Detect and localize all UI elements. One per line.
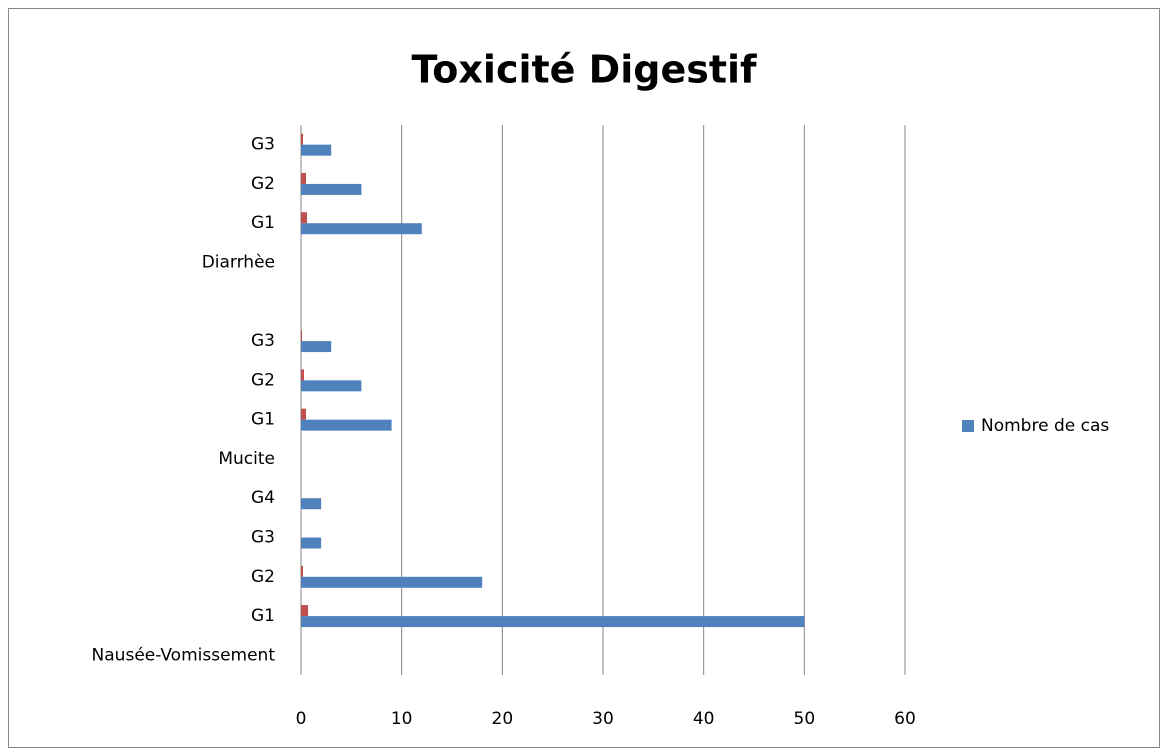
x-tick-label: 10 (391, 709, 413, 729)
chart-border (8, 8, 1160, 748)
bar (301, 419, 392, 431)
legend-swatch (962, 420, 974, 432)
y-tick-label: G3 (251, 135, 275, 155)
bar (301, 223, 422, 235)
y-tick-label: Diarrhèe (202, 253, 275, 273)
x-tick-label: 30 (592, 709, 614, 729)
bar (301, 616, 805, 628)
y-tick-label: Mucite (218, 449, 275, 469)
bar (301, 172, 307, 184)
y-tick-label: Nausée-Vomissement (92, 645, 276, 665)
bar (301, 498, 322, 510)
x-tick-label: 60 (894, 709, 916, 729)
x-tick-label: 20 (492, 709, 514, 729)
bar (301, 341, 332, 353)
y-tick-label: G1 (251, 606, 275, 626)
bar (301, 212, 308, 224)
y-tick-label: G3 (251, 528, 275, 548)
y-tick-label: G2 (251, 567, 275, 587)
chart-title: Toxicité Digestif (411, 48, 757, 92)
legend-label: Nombre de cas (981, 416, 1109, 436)
y-tick-label: G1 (251, 213, 275, 233)
bar (301, 576, 483, 588)
y-tick-label: G4 (251, 488, 275, 508)
y-tick-label: G2 (251, 370, 275, 390)
bar (301, 144, 332, 156)
bar (301, 408, 307, 420)
bar (301, 565, 304, 577)
bar (301, 537, 322, 549)
y-tick-label: G2 (251, 174, 275, 194)
bar (301, 183, 362, 195)
bar (301, 369, 305, 381)
bar (301, 330, 303, 342)
y-tick-label: G3 (251, 331, 275, 351)
x-tick-label: 0 (296, 709, 307, 729)
y-tick-label: G1 (251, 410, 275, 430)
bar (301, 605, 309, 617)
bar (301, 133, 304, 145)
bar (301, 380, 362, 392)
x-tick-label: 50 (794, 709, 816, 729)
x-tick-label: 40 (693, 709, 715, 729)
